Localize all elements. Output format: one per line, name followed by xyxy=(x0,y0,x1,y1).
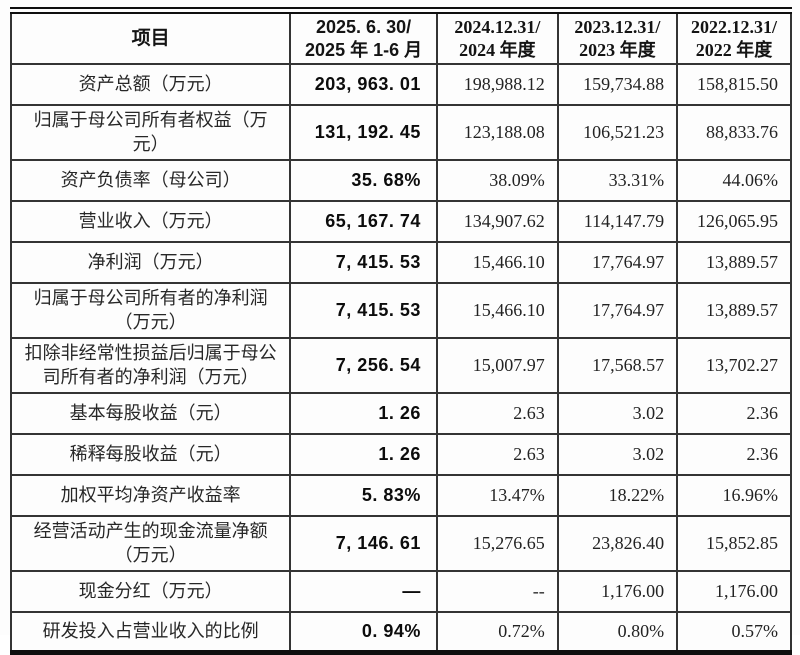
header-period-2022: 2022.12.31/ 2022 年度 xyxy=(676,9,792,65)
value-cell: 38.09% xyxy=(435,158,559,202)
value-cell: 1,176.00 xyxy=(556,569,679,613)
header-item-column: 项目 xyxy=(9,9,292,65)
value-cell: 123,188.08 xyxy=(435,104,559,161)
header-period-2025h1: 2025. 6. 30/ 2025 年 1-6 月 xyxy=(289,9,438,65)
row-label: 营业收入（万元） xyxy=(9,199,292,243)
value-cell: 158,815.50 xyxy=(676,63,792,106)
header-period-line2: 2025 年 1-6 月 xyxy=(305,39,423,60)
value-cell: 2.63 xyxy=(435,432,559,476)
row-label: 加权平均净资产收益率 xyxy=(9,473,292,517)
value-cell: 2.36 xyxy=(676,391,792,435)
row-label: 稀释每股收益（元） xyxy=(9,432,292,476)
value-cell: 5. 83% xyxy=(289,473,438,517)
value-cell: 15,466.10 xyxy=(435,281,559,339)
table-row-operating-cash-flow: 经营活动产生的现金流量净额（万元） 7, 146. 61 15,276.65 2… xyxy=(9,514,792,572)
value-cell: 88,833.76 xyxy=(676,104,792,161)
row-label: 基本每股收益（元） xyxy=(9,391,292,435)
table-row-parent-equity: 归属于母公司所有者权益（万元） 131, 192. 45 123,188.08 … xyxy=(9,104,792,161)
financial-summary-table: 项目 2025. 6. 30/ 2025 年 1-6 月 2024.12.31/… xyxy=(9,7,792,655)
value-cell: 17,764.97 xyxy=(556,240,679,284)
value-cell: 15,007.97 xyxy=(435,336,559,394)
value-cell: 7, 415. 53 xyxy=(289,240,438,284)
value-cell: — xyxy=(289,569,438,613)
value-cell: 0.57% xyxy=(676,610,792,654)
value-cell: 1,176.00 xyxy=(676,569,792,613)
value-cell: 15,276.65 xyxy=(435,514,559,572)
table-row-rd-expense-ratio: 研发投入占营业收入的比例 0. 94% 0.72% 0.80% 0.57% xyxy=(9,610,792,654)
header-period-line1: 2024.12.31/ xyxy=(454,17,541,37)
value-cell: 16.96% xyxy=(676,473,792,517)
value-cell: 126,065.95 xyxy=(676,199,792,243)
row-label: 归属于母公司所有者的净利润（万元） xyxy=(9,281,292,339)
scanned-financial-document-page: 项目 2025. 6. 30/ 2025 年 1-6 月 2024.12.31/… xyxy=(9,7,792,655)
value-cell: 2.36 xyxy=(676,432,792,476)
value-cell: 198,988.12 xyxy=(435,63,559,106)
value-cell: 17,568.57 xyxy=(556,336,679,394)
row-label: 归属于母公司所有者权益（万元） xyxy=(9,104,292,161)
header-period-line1: 2025. 6. 30/ xyxy=(316,17,412,37)
value-cell: 131, 192. 45 xyxy=(289,104,438,161)
value-cell: 35. 68% xyxy=(289,158,438,202)
value-cell: 13.47% xyxy=(435,473,559,517)
row-label: 研发投入占营业收入的比例 xyxy=(9,610,292,654)
table-row-basic-eps: 基本每股收益（元） 1. 26 2.63 3.02 2.36 xyxy=(9,391,792,435)
table-row-total-assets: 资产总额（万元） 203, 963. 01 198,988.12 159,734… xyxy=(9,63,792,106)
table-row-net-profit-to-parent: 归属于母公司所有者的净利润（万元） 7, 415. 53 15,466.10 1… xyxy=(9,281,792,339)
table-row-operating-revenue: 营业收入（万元） 65, 167. 74 134,907.62 114,147.… xyxy=(9,199,792,243)
value-cell: 7, 415. 53 xyxy=(289,281,438,339)
header-period-line1: 2023.12.31/ xyxy=(574,17,661,37)
value-cell: 7, 146. 61 xyxy=(289,514,438,572)
table-row-cash-dividend: 现金分红（万元） — -- 1,176.00 1,176.00 xyxy=(9,569,792,613)
value-cell: 13,702.27 xyxy=(676,336,792,394)
value-cell: -- xyxy=(435,569,559,613)
value-cell: 17,764.97 xyxy=(556,281,679,339)
header-period-line1: 2022.12.31/ xyxy=(691,17,778,37)
value-cell: 33.31% xyxy=(556,158,679,202)
table-row-debt-ratio: 资产负债率（母公司） 35. 68% 38.09% 33.31% 44.06% xyxy=(9,158,792,202)
value-cell: 7, 256. 54 xyxy=(289,336,438,394)
value-cell: 0.72% xyxy=(435,610,559,654)
header-period-line2: 2024 年度 xyxy=(459,39,536,60)
header-period-line2: 2022 年度 xyxy=(695,39,773,60)
value-cell: 15,466.10 xyxy=(435,240,559,284)
value-cell: 1. 26 xyxy=(289,391,438,435)
header-row: 项目 2025. 6. 30/ 2025 年 1-6 月 2024.12.31/… xyxy=(9,9,792,65)
value-cell: 2.63 xyxy=(435,391,559,435)
table-row-weighted-avg-roe: 加权平均净资产收益率 5. 83% 13.47% 18.22% 16.96% xyxy=(9,473,792,517)
value-cell: 1. 26 xyxy=(289,432,438,476)
row-label: 经营活动产生的现金流量净额（万元） xyxy=(9,514,292,572)
value-cell: 13,889.57 xyxy=(676,281,792,339)
header-period-2023: 2023.12.31/ 2023 年度 xyxy=(556,9,679,65)
value-cell: 18.22% xyxy=(556,473,679,517)
value-cell: 13,889.57 xyxy=(676,240,792,284)
value-cell: 0. 94% xyxy=(289,610,438,654)
value-cell: 23,826.40 xyxy=(556,514,679,572)
header-period-line2: 2023 年度 xyxy=(579,39,656,60)
value-cell: 3.02 xyxy=(556,432,679,476)
row-label: 扣除非经常性损益后归属于母公司所有者的净利润（万元） xyxy=(9,336,292,394)
value-cell: 65, 167. 74 xyxy=(289,199,438,243)
value-cell: 0.80% xyxy=(556,610,679,654)
value-cell: 159,734.88 xyxy=(556,63,679,106)
header-period-2024: 2024.12.31/ 2024 年度 xyxy=(435,9,559,65)
row-label: 现金分红（万元） xyxy=(9,569,292,613)
value-cell: 134,907.62 xyxy=(435,199,559,243)
value-cell: 15,852.85 xyxy=(676,514,792,572)
value-cell: 44.06% xyxy=(676,158,792,202)
value-cell: 203, 963. 01 xyxy=(289,63,438,106)
value-cell: 106,521.23 xyxy=(556,104,679,161)
table-row-net-profit: 净利润（万元） 7, 415. 53 15,466.10 17,764.97 1… xyxy=(9,240,792,284)
table-row-diluted-eps: 稀释每股收益（元） 1. 26 2.63 3.02 2.36 xyxy=(9,432,792,476)
value-cell: 3.02 xyxy=(556,391,679,435)
row-label: 净利润（万元） xyxy=(9,240,292,284)
value-cell: 114,147.79 xyxy=(556,199,679,243)
row-label: 资产负债率（母公司） xyxy=(9,158,292,202)
row-label: 资产总额（万元） xyxy=(9,63,292,106)
table-row-net-profit-excl-nonrecurring: 扣除非经常性损益后归属于母公司所有者的净利润（万元） 7, 256. 54 15… xyxy=(9,336,792,394)
